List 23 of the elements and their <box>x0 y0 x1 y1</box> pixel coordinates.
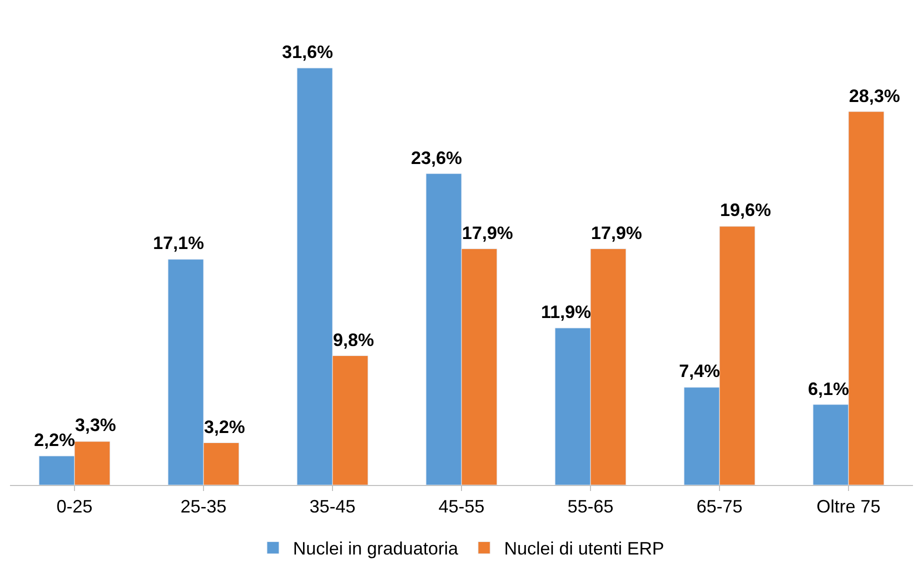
x-tick-label: 0-25 <box>56 496 93 517</box>
legend-label: Nuclei di utenti ERP <box>504 538 664 559</box>
x-tick-label: 65-75 <box>696 496 743 517</box>
data-label: 6,1% <box>808 379 850 399</box>
data-label: 7,4% <box>679 361 720 381</box>
data-label: 3,3% <box>75 415 116 435</box>
data-label: 31,6% <box>282 42 334 62</box>
data-label: 9,8% <box>333 330 374 350</box>
data-label: 11,9% <box>541 302 592 322</box>
data-label: 17,9% <box>462 223 514 243</box>
legend-label: Nuclei in graduatoria <box>293 538 460 559</box>
x-tick-label: Oltre 75 <box>816 496 881 517</box>
data-label: 23,6% <box>411 148 462 168</box>
data-label: 3,2% <box>204 417 246 437</box>
data-label: 28,3% <box>849 86 900 106</box>
data-label: 2,2% <box>34 430 76 450</box>
x-tick-label: 25-35 <box>180 496 227 517</box>
data-label: 19,6% <box>720 200 772 220</box>
x-tick-label: 55-65 <box>567 496 614 517</box>
data-label: 17,9% <box>591 223 642 243</box>
x-tick-label: 35-45 <box>309 496 356 517</box>
data-label: 17,1% <box>153 233 204 253</box>
x-tick-label: 45-55 <box>438 496 485 517</box>
